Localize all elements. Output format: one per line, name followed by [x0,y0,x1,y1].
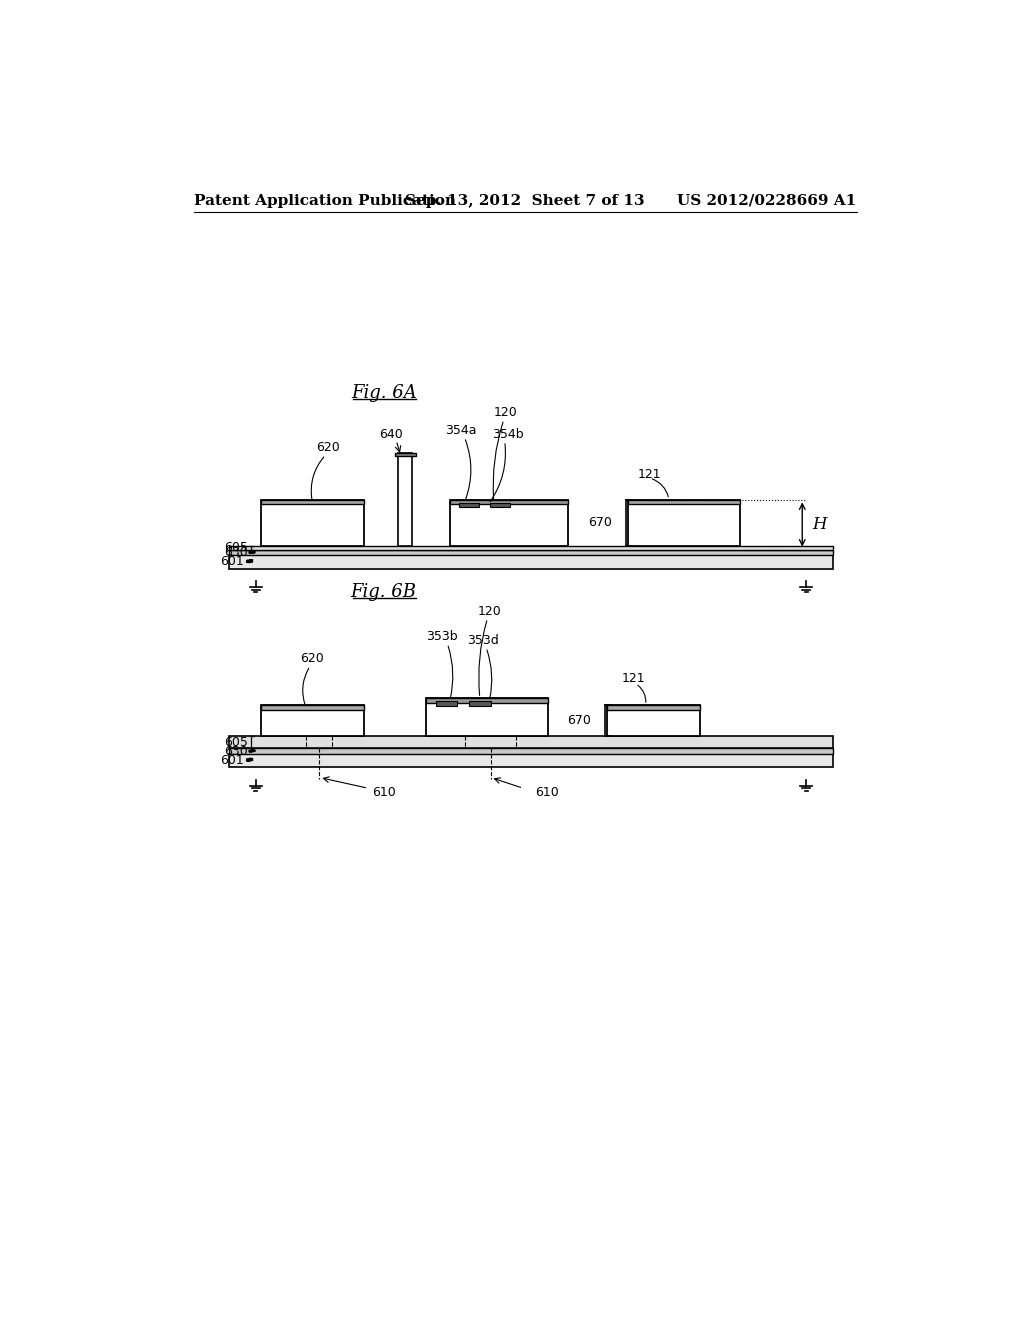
Bar [228,737,834,748]
Text: 605: 605 [224,541,248,554]
Bar [261,705,365,710]
Bar [261,705,365,737]
Text: US 2012/0228669 A1: US 2012/0228669 A1 [677,194,856,207]
Text: H: H [812,516,826,533]
Text: 630: 630 [224,546,248,560]
Bar [397,453,413,545]
Bar [426,698,548,737]
Bar [628,499,740,504]
Text: 120: 120 [478,605,502,618]
Bar [228,748,834,754]
Bar [261,499,365,545]
Text: 353d: 353d [467,634,499,647]
Text: 353b: 353b [426,630,458,643]
Text: Fig. 6B: Fig. 6B [351,583,417,601]
Text: 354b: 354b [492,428,523,441]
Bar [607,705,700,710]
Bar [435,701,458,706]
Text: 605: 605 [224,735,248,748]
Bar [450,499,568,545]
Text: 640: 640 [380,428,403,441]
Bar [450,499,568,504]
Bar [228,549,834,554]
Text: Fig. 6A: Fig. 6A [351,384,417,403]
Text: 670: 670 [567,714,591,727]
Text: 354a: 354a [445,424,477,437]
Bar [261,499,365,504]
Text: 601: 601 [220,754,245,767]
Text: 620: 620 [316,441,340,454]
Text: 121: 121 [622,672,645,685]
Bar [607,705,700,737]
Text: 121: 121 [638,467,662,480]
Bar [394,453,416,457]
Text: 670: 670 [589,516,612,529]
Bar [489,503,510,507]
Bar [628,499,740,545]
Text: Sep. 13, 2012  Sheet 7 of 13: Sep. 13, 2012 Sheet 7 of 13 [404,194,645,207]
Text: 120: 120 [494,407,517,418]
Text: 630: 630 [224,744,248,758]
Bar [228,554,834,569]
Text: Patent Application Publication: Patent Application Publication [194,194,456,207]
Bar [228,754,834,767]
Bar [426,698,548,702]
Text: 601: 601 [220,556,245,569]
Text: 610: 610 [372,785,395,799]
Bar [459,503,479,507]
Text: 610: 610 [535,785,558,799]
Text: 620: 620 [301,652,325,665]
Bar [228,545,834,549]
Bar [469,701,490,706]
